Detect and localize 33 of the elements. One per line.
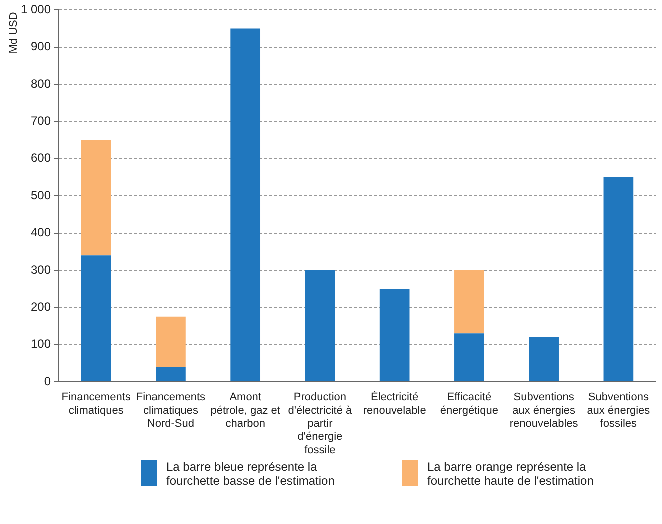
y-tick-label: 400 [31, 226, 52, 240]
y-tick-label: 700 [31, 114, 52, 128]
bar [604, 178, 634, 382]
y-tick-label: 1 000 [21, 2, 52, 17]
x-tick-label: Subventions aux énergies renouvelables [510, 392, 579, 430]
bar [380, 289, 410, 382]
y-tick-label: 300 [31, 262, 52, 277]
legend-label: La barre orange représente la fourchette haute de l'estimation [428, 460, 595, 488]
y-tick-label: 800 [31, 76, 52, 91]
bar [529, 337, 559, 382]
y-tick-label: 200 [31, 300, 52, 314]
y-tick-label: 100 [31, 337, 52, 352]
bar [454, 334, 484, 382]
y-tick-label: 600 [31, 151, 52, 166]
y-tick-label: 500 [31, 188, 52, 202]
bar [156, 316, 186, 368]
legend-label: La barre bleue représente la fourchette basse de l'estimation [166, 460, 336, 488]
bar [454, 270, 484, 334]
bar [305, 270, 336, 382]
bar [81, 140, 112, 256]
x-tick-label: Financements climatiques [62, 392, 132, 417]
bar [156, 367, 186, 382]
x-tick-label: Amont pétrole, gaz et charbon [210, 392, 280, 430]
y-tick-label: 0 [44, 374, 52, 388]
bar [81, 256, 112, 382]
y-tick-label: 900 [31, 40, 52, 54]
x-tick-label: Financements climatiques Nord-Sud [136, 392, 206, 430]
bar [230, 28, 261, 382]
x-tick-label: Subventions aux énergies fossiles [587, 392, 651, 430]
x-tick-label: Production d'électricité à partir d'énergie fossile [288, 392, 354, 456]
x-tick-label: Électricité renouvelable [363, 390, 426, 417]
x-tick-label: Efficacité énergétique [440, 392, 498, 417]
y-axis-title: Md USD [8, 12, 20, 54]
